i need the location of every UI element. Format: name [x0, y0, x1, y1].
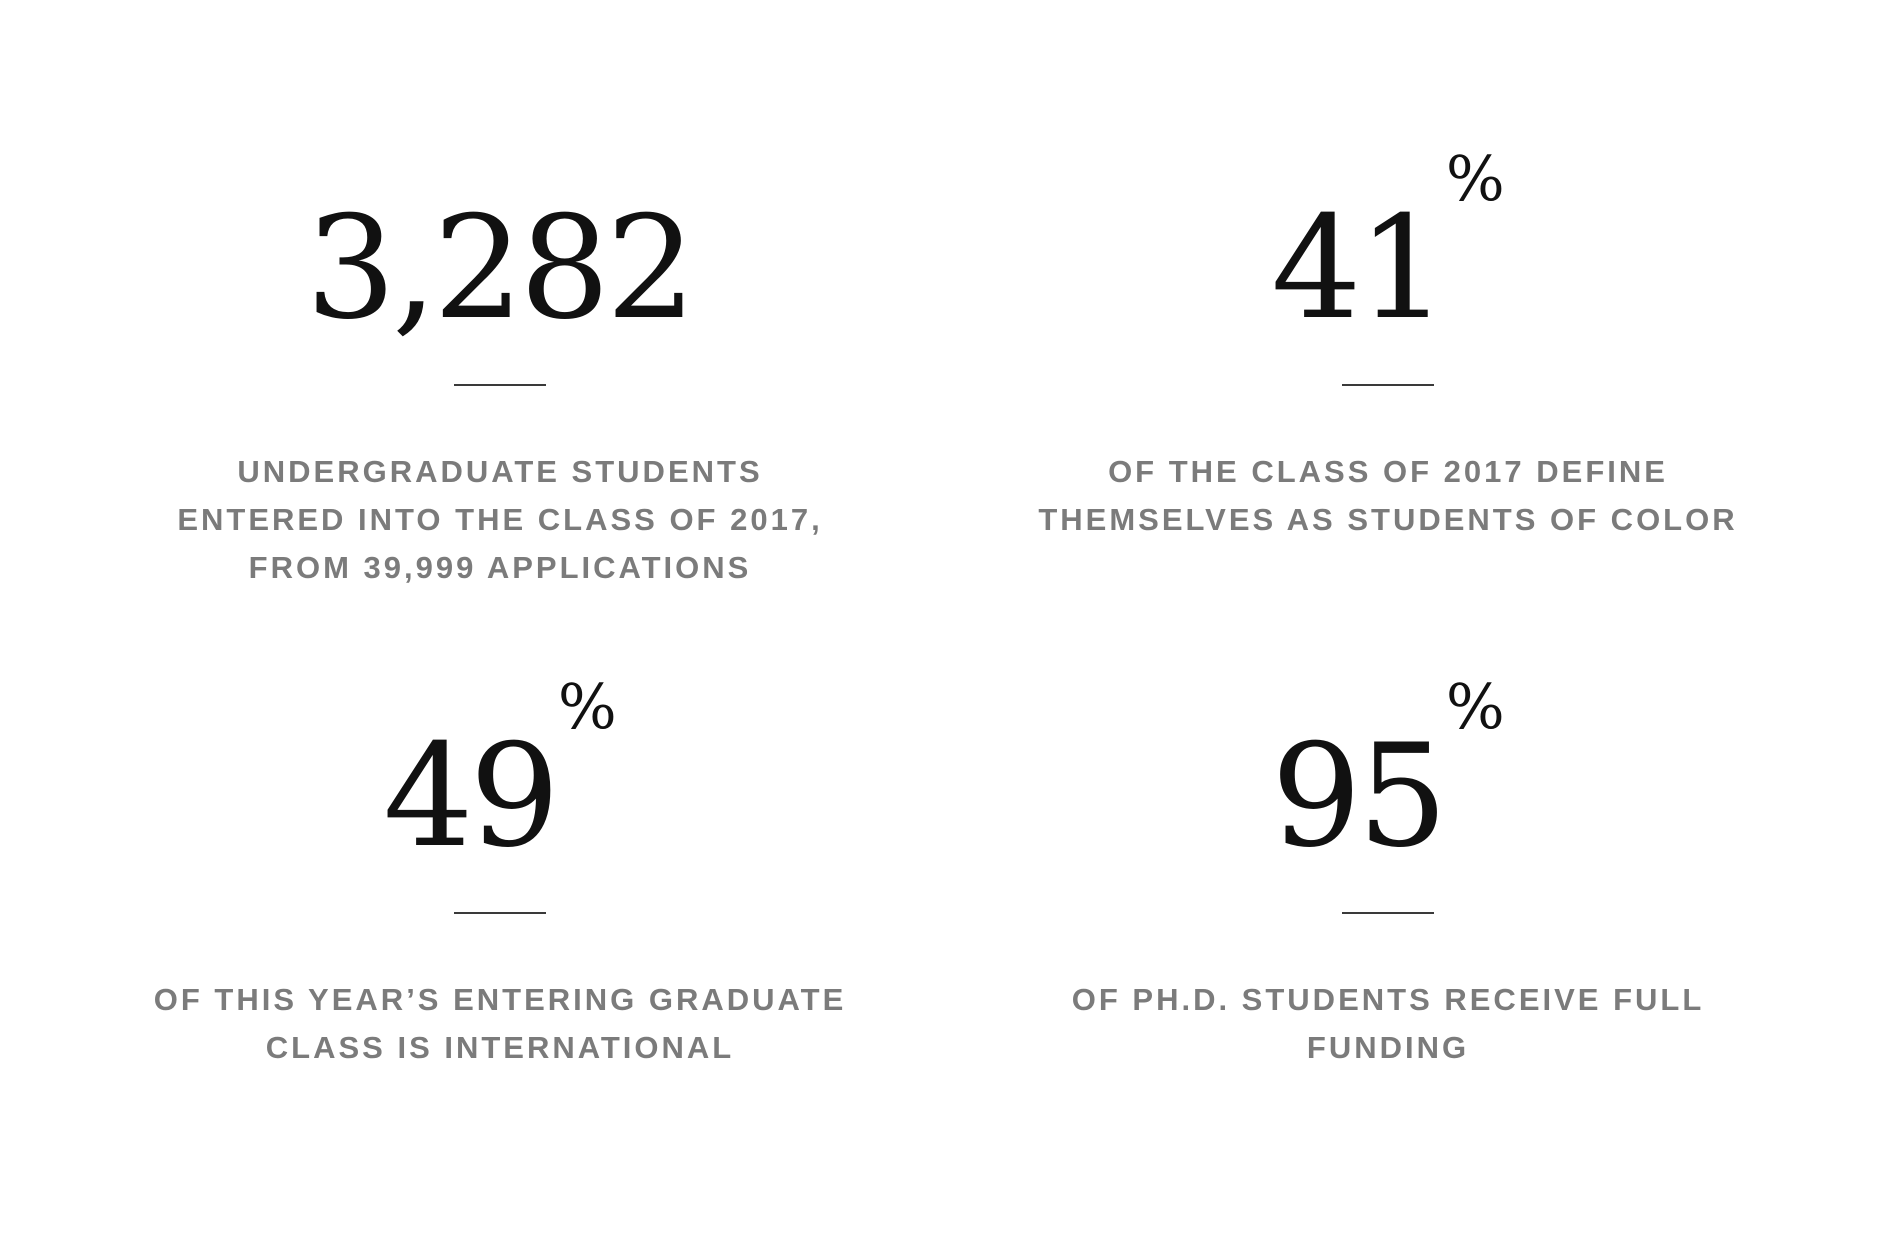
divider: [1342, 384, 1434, 386]
stat-caption-line: FROM 39,999 APPLICATIONS: [248, 550, 752, 585]
stat-students-of-color: 41 % OF THE CLASS OF 2017 DEFINE THEMSEL…: [948, 140, 1828, 544]
stat-figure: 41 %: [948, 140, 1828, 340]
stat-caption: UNDERGRADUATE STUDENTS ENTERED INTO THE …: [60, 448, 940, 592]
stat-suffix: %: [1445, 142, 1505, 215]
stat-suffix: %: [1445, 670, 1505, 743]
stat-suffix: %: [557, 670, 617, 743]
stat-undergraduate-students: 3,282 UNDERGRADUATE STUDENTS ENTERED INT…: [60, 140, 940, 592]
stat-number: 3,282: [305, 186, 697, 351]
stat-caption-line: CLASS IS INTERNATIONAL: [265, 1030, 735, 1065]
stat-caption: OF THE CLASS OF 2017 DEFINE THEMSELVES A…: [948, 448, 1828, 544]
stat-figure: 49 %: [60, 668, 940, 868]
divider: [454, 384, 546, 386]
stat-phd-funding: 95 % OF PH.D. STUDENTS RECEIVE FULL FUND…: [948, 668, 1828, 1072]
stat-caption-line: OF THE CLASS OF 2017 DEFINE: [1108, 454, 1668, 489]
stat-caption-line: ENTERED INTO THE CLASS OF 2017,: [177, 502, 823, 537]
divider: [1342, 912, 1434, 914]
stat-caption-line: FUNDING: [1306, 1030, 1470, 1065]
stat-number: 95: [1271, 714, 1448, 879]
stat-figure: 95 %: [948, 668, 1828, 868]
stat-international-graduate: 49 % OF THIS YEAR’S ENTERING GRADUATE CL…: [60, 668, 940, 1072]
stat-caption: OF PH.D. STUDENTS RECEIVE FULL FUNDING: [948, 976, 1828, 1072]
stat-number: 41: [1271, 186, 1448, 351]
stat-number: 49: [383, 714, 560, 879]
stat-figure: 3,282: [60, 140, 940, 340]
stat-caption-line: OF THIS YEAR’S ENTERING GRADUATE: [153, 982, 847, 1017]
stat-caption: OF THIS YEAR’S ENTERING GRADUATE CLASS I…: [60, 976, 940, 1072]
stat-caption-line: OF PH.D. STUDENTS RECEIVE FULL: [1071, 982, 1705, 1017]
stat-caption-line: THEMSELVES AS STUDENTS OF COLOR: [1038, 502, 1738, 537]
divider: [454, 912, 546, 914]
stat-caption-line: UNDERGRADUATE STUDENTS: [237, 454, 763, 489]
